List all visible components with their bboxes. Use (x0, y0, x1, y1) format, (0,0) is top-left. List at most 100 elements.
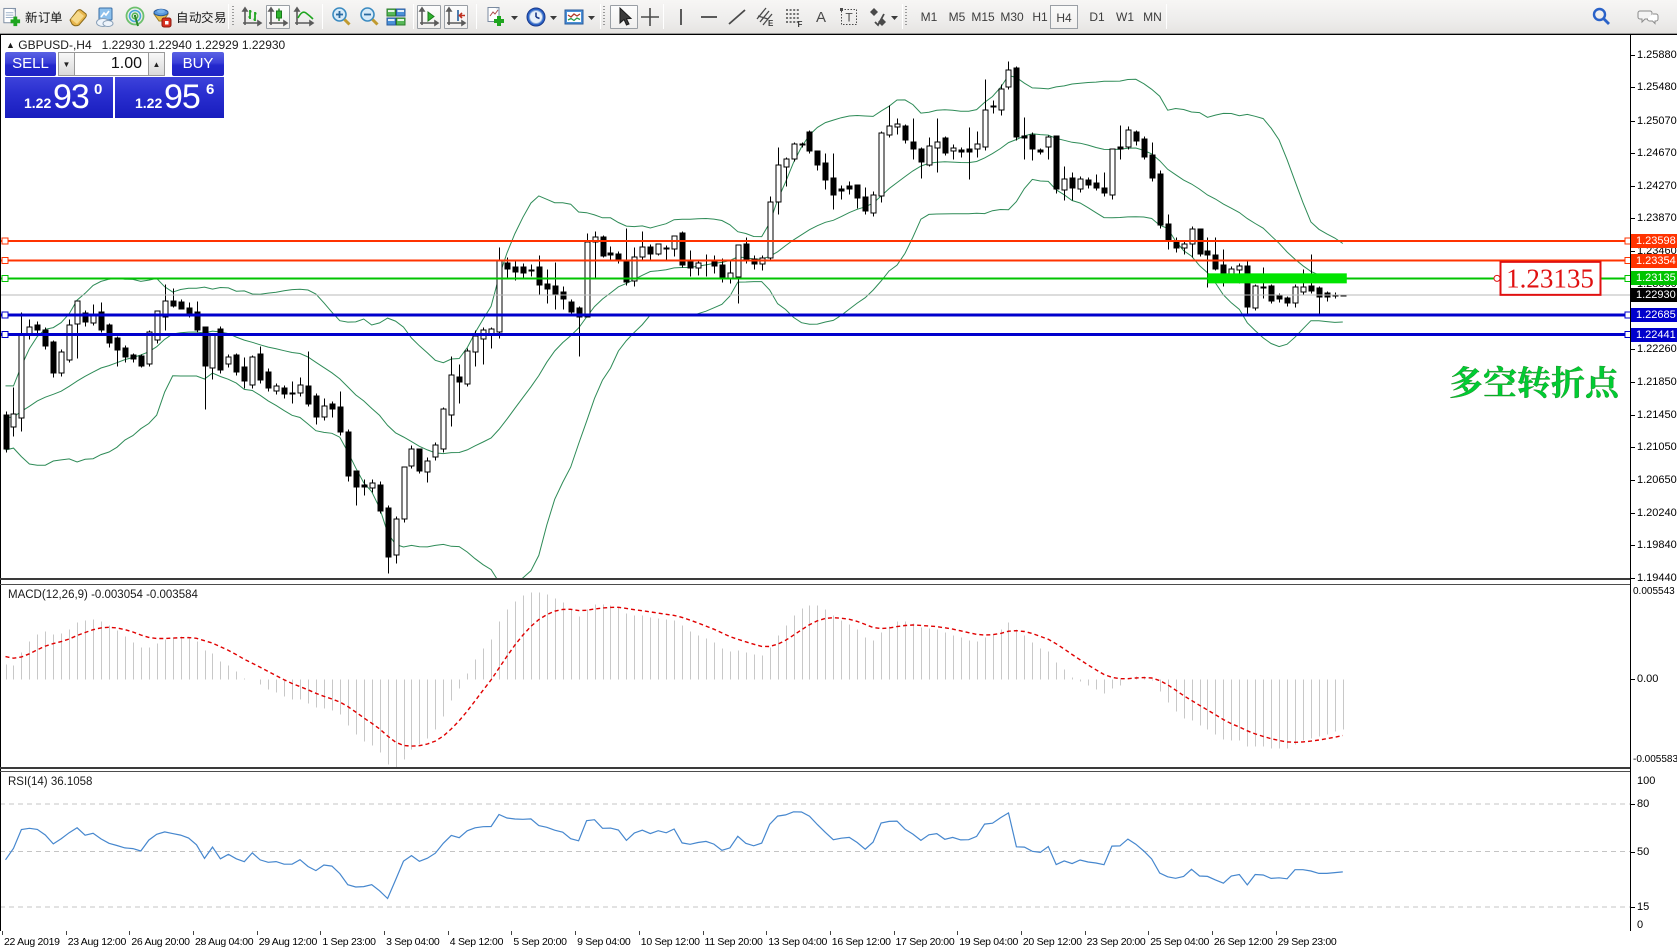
buy-price-box[interactable]: 1.22 95 6 (115, 77, 224, 118)
hline-anchor[interactable] (1, 257, 9, 265)
periods-button[interactable] (524, 5, 548, 29)
horizontal-line-tool-button[interactable] (697, 5, 721, 29)
hline-anchor[interactable] (1, 237, 9, 245)
trendline-tool-button[interactable] (725, 5, 749, 29)
price-axis[interactable]: 1.25880 1.25480 1.25070 1.24670 1.24270 1.238… (1631, 35, 1677, 931)
templates-dropdown[interactable] (586, 5, 596, 29)
hline-anchor[interactable] (1624, 237, 1631, 245)
shapes-dropdown[interactable] (889, 5, 899, 29)
time-tick-label: 29 Aug 12:00 (258, 936, 318, 948)
autotrading-button-label[interactable] (175, 5, 227, 29)
volume-increase-button[interactable]: ▲ (148, 52, 165, 76)
new-order-button-label[interactable] (24, 5, 64, 29)
toolbar-grip (603, 6, 605, 27)
price-flag-text: 1.23135 (1506, 263, 1594, 293)
hline-anchor[interactable] (1624, 311, 1631, 319)
vertical-line-tool-button[interactable] (669, 5, 693, 29)
chart-window: 1.23135 1.25880 1.25480 1.25070 1.24670 1.24… (0, 34, 1677, 950)
macd-value: -0.003054 (91, 589, 143, 601)
search-button[interactable] (1588, 5, 1614, 29)
time-tick-label: 29 Sep 23:00 (1277, 936, 1337, 948)
period-M30-button[interactable]: M30 (1000, 10, 1024, 24)
time-tick (957, 931, 959, 935)
time-tick (829, 931, 831, 935)
text-tool-button[interactable]: A (809, 5, 833, 29)
auto-scroll-button[interactable] (417, 5, 441, 29)
volume-decrease-button[interactable]: ▼ (58, 52, 75, 76)
period-D1-button[interactable]: D1 (1089, 10, 1105, 24)
tile-windows-button[interactable] (384, 5, 408, 29)
period-MN-button[interactable]: MN (1143, 10, 1162, 24)
price-flag-anchor[interactable] (1493, 274, 1501, 282)
period-M15-button[interactable]: M15 (971, 10, 995, 24)
price-tick-label: 1.25480 (1631, 81, 1677, 93)
highlight-trend-segment[interactable] (1207, 273, 1347, 284)
macd-indicator-pane[interactable] (0, 585, 1631, 767)
hline-anchor[interactable] (1624, 257, 1631, 265)
pane-splitter[interactable] (0, 578, 1677, 580)
chart-shift-button[interactable] (444, 5, 468, 29)
periods-dropdown[interactable] (548, 5, 558, 29)
time-axis[interactable]: 22 Aug 2019 23 Aug 12:00 26 Aug 20:00 28 Au… (0, 931, 1677, 950)
rsi-indicator-pane[interactable] (0, 772, 1631, 931)
zoom-in-button[interactable] (329, 5, 353, 29)
shapes-tool-button[interactable] (866, 5, 890, 29)
price-tick-label: 1.19440 (1631, 572, 1677, 584)
price-chart-pane[interactable]: 1.23135 (0, 35, 1631, 578)
macd-label: MACD(12,26,9) -0.003054 -0.003584 (8, 589, 198, 601)
zoom-out-button[interactable] (357, 5, 381, 29)
rsi-pane-border (0, 771, 1677, 772)
buy-button[interactable]: BUY (172, 52, 224, 76)
toolbar-separator (1166, 4, 1167, 29)
toolbar-separator (600, 4, 601, 29)
chart-note-annotation[interactable] (1449, 365, 1619, 404)
channel-tool-button[interactable]: E (753, 5, 777, 29)
autotrading-button[interactable] (149, 5, 173, 29)
period-M1-button[interactable]: M1 (920, 10, 938, 24)
period-M5-button[interactable]: M5 (948, 10, 966, 24)
candlestick-mode-button[interactable] (266, 5, 290, 29)
toolbar-separator (413, 4, 414, 29)
hline-anchor[interactable] (1624, 331, 1631, 339)
time-tick (2, 931, 3, 935)
crosshair-tool-button[interactable] (638, 5, 662, 29)
hline-anchor[interactable] (1, 311, 9, 319)
price-flag-box[interactable] (1499, 260, 1602, 296)
period-H4-button[interactable]: H4 (1050, 5, 1078, 29)
hline-price-label: 1.23135 (1631, 271, 1677, 285)
templates-button[interactable] (562, 5, 586, 29)
signals-button[interactable] (123, 5, 147, 29)
time-tick-label: 16 Sep 12:00 (831, 936, 891, 948)
volume-input[interactable]: 1.00 (75, 52, 148, 76)
indicators-button[interactable] (484, 5, 508, 29)
ohlc-open: 1.22930 (101, 38, 146, 52)
pane-splitter[interactable] (0, 767, 1677, 769)
time-tick (320, 931, 322, 935)
time-tick (65, 931, 67, 935)
hline-anchor[interactable] (1, 331, 9, 339)
time-tick (766, 931, 768, 935)
fibonacci-tool-button[interactable]: F (782, 5, 806, 29)
new-order-button[interactable] (1, 5, 22, 29)
hline-anchor[interactable] (1624, 274, 1631, 282)
chat-button[interactable] (1633, 5, 1663, 29)
time-tick-label: 5 Sep 20:00 (513, 936, 567, 948)
bar-chart-mode-button[interactable] (240, 5, 264, 29)
sell-price-box[interactable]: 1.22 93 0 (5, 77, 113, 118)
line-chart-mode-button[interactable] (292, 5, 316, 29)
cursor-tool-button[interactable] (610, 5, 638, 29)
market-reports-button[interactable] (93, 5, 117, 29)
hline-anchor[interactable] (1, 274, 9, 282)
time-tick (129, 931, 131, 935)
time-tick-label: 13 Sep 04:00 (768, 936, 828, 948)
rsi-axis-15: 15 (1631, 901, 1649, 913)
history-center-button[interactable] (66, 5, 90, 29)
sell-button[interactable]: SELL (5, 52, 56, 76)
collapse-panel-icon[interactable]: ▲ (6, 40, 15, 50)
period-H1-button[interactable]: H1 (1032, 10, 1048, 24)
indicators-dropdown[interactable] (509, 5, 519, 29)
buy-price-sup: 6 (206, 81, 215, 98)
label-tool-button[interactable]: T (837, 5, 861, 29)
period-W1-button[interactable]: W1 (1116, 10, 1134, 24)
